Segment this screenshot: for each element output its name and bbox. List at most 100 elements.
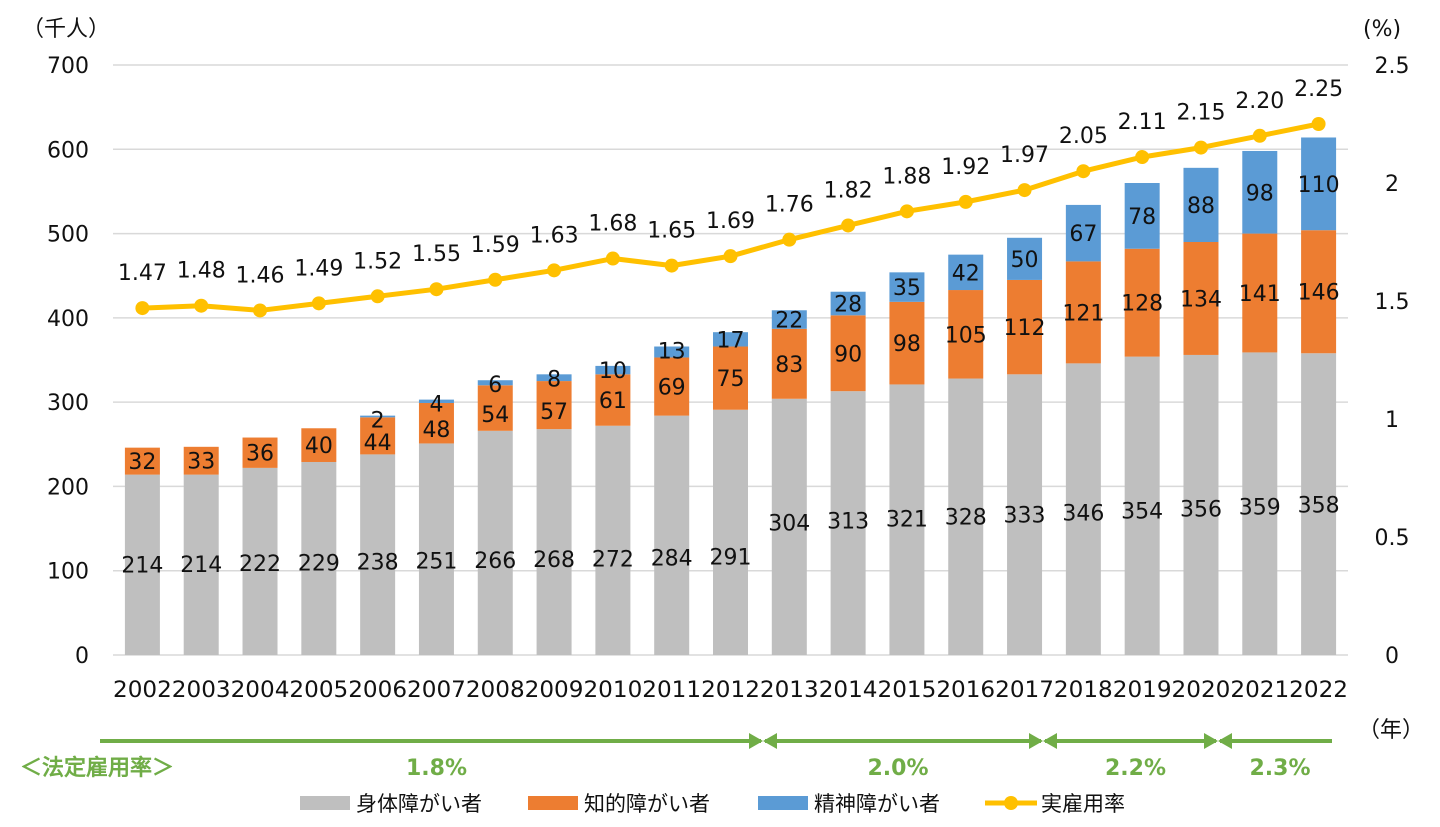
x-tick-label: 2010 (583, 678, 642, 703)
bar-segment (418, 443, 454, 655)
bar-segment (948, 290, 984, 379)
rate-point (194, 298, 209, 313)
x-tick-label: 2009 (525, 678, 584, 703)
bar-data-label: 321 (886, 508, 928, 533)
bar-segment (830, 291, 866, 316)
bar-data-label: 284 (651, 547, 693, 572)
bar-data-label: 266 (474, 549, 516, 574)
rate-data-label: 1.65 (647, 219, 696, 244)
x-tick-label: 2004 (231, 678, 290, 703)
bar-data-label: 44 (364, 431, 392, 456)
rate-point (958, 194, 973, 209)
bar-segment (1183, 242, 1219, 355)
bar-data-label: 229 (298, 551, 340, 576)
x-tick-label: 2012 (701, 678, 760, 703)
legend-label: 身体障がい者 (356, 792, 482, 816)
bar-segment (477, 430, 513, 655)
bar-data-label: 50 (1011, 248, 1039, 273)
bar-segment (301, 428, 337, 462)
rate-point (135, 301, 150, 316)
x-tick-label: 2020 (1172, 678, 1231, 703)
bar-segment (830, 391, 866, 655)
x-tick-label: 2019 (1113, 678, 1172, 703)
x-tick-label: 2006 (348, 678, 407, 703)
bar-segment (360, 454, 396, 655)
bar-data-label: 359 (1239, 496, 1281, 521)
bar-segment (1007, 374, 1043, 655)
bar-data-label: 146 (1298, 281, 1340, 306)
rate-point (1017, 183, 1032, 198)
bar-segment (771, 328, 807, 399)
legend-swatch (300, 796, 350, 810)
bar-data-label: 54 (481, 403, 509, 428)
rate-point (899, 204, 914, 219)
y2-tick-label: 2 (1385, 172, 1399, 197)
bar-segment (1065, 261, 1101, 364)
rate-point (429, 282, 444, 297)
legend: 身体障がい者 知的障がい者 精神障がい者 実雇用率 (300, 792, 1125, 816)
bar-segment (1007, 237, 1043, 280)
rate-data-label: 2.05 (1059, 124, 1108, 149)
bar-segment (654, 357, 690, 416)
rate-point (1311, 117, 1326, 131)
bar-segment (595, 425, 631, 655)
y-tick-label: 500 (47, 223, 89, 248)
bar-segment (124, 474, 160, 655)
y2-tick-label: 0 (1385, 644, 1399, 669)
x-axis-label: （年） (1358, 718, 1424, 743)
bar-data-label: 214 (180, 553, 222, 578)
rate-point (723, 249, 738, 264)
bar-segment (771, 310, 807, 329)
bar-data-label: 67 (1069, 222, 1097, 247)
rate-data-label: 2.20 (1235, 89, 1284, 114)
bar-data-label: 33 (187, 450, 215, 475)
bar-segment (536, 429, 572, 655)
bar-data-label: 346 (1062, 502, 1104, 527)
rate-point (1135, 150, 1150, 165)
bar-segment (1242, 150, 1278, 234)
bar-segment (1183, 354, 1219, 655)
stacked-bars (124, 137, 1337, 655)
legend-label: 知的障がい者 (584, 792, 710, 816)
rate-data-label: 1.69 (706, 209, 755, 234)
bar-data-label: 69 (658, 376, 686, 401)
y-tick-label: 200 (47, 475, 89, 500)
rate-point (488, 272, 503, 287)
bar-data-label: 2 (371, 409, 385, 434)
statutory-rate-value: 2.3% (1249, 756, 1310, 781)
rate-data-label: 2.15 (1176, 101, 1225, 126)
bar-segment (654, 415, 690, 655)
x-tick-label: 2015 (878, 678, 937, 703)
bar-segment (536, 381, 572, 430)
bar-data-label: 32 (128, 450, 156, 475)
bar-segment (1242, 352, 1278, 655)
bar-data-label: 356 (1180, 498, 1222, 523)
x-tick-label: 2017 (995, 678, 1054, 703)
rate-point (1193, 140, 1208, 155)
x-tick-label: 2003 (172, 678, 231, 703)
bar-data-label: 42 (952, 261, 980, 286)
bar-data-label: 272 (592, 547, 634, 572)
statutory-rate-value: 2.2% (1105, 756, 1166, 781)
data-labels: 214 32 214 33 222 36 229 40 238 442 251 484 266 54 6 26… (118, 77, 1343, 579)
rate-point (253, 303, 268, 318)
bar-data-label: 36 (246, 442, 274, 467)
rate-data-label: 1.88 (882, 164, 931, 189)
y2-axis-label: (%) (1363, 17, 1401, 42)
rate-data-label: 1.52 (353, 249, 402, 274)
bar-segment (713, 409, 748, 655)
bar-data-label: 268 (533, 548, 575, 573)
bar-segment (1124, 248, 1160, 357)
rate-data-label: 2.11 (1118, 110, 1167, 135)
bar-segment (1007, 279, 1043, 375)
rate-data-label: 1.59 (471, 233, 520, 258)
rate-data-label: 1.63 (530, 223, 579, 248)
legend-swatch (528, 796, 578, 810)
bar-segment (713, 332, 748, 347)
bar-segment (124, 447, 160, 475)
rate-point (1076, 164, 1091, 179)
bar-data-label: 57 (540, 400, 568, 425)
y2-tick-label: 2.5 (1375, 54, 1410, 79)
rate-point (311, 296, 326, 311)
